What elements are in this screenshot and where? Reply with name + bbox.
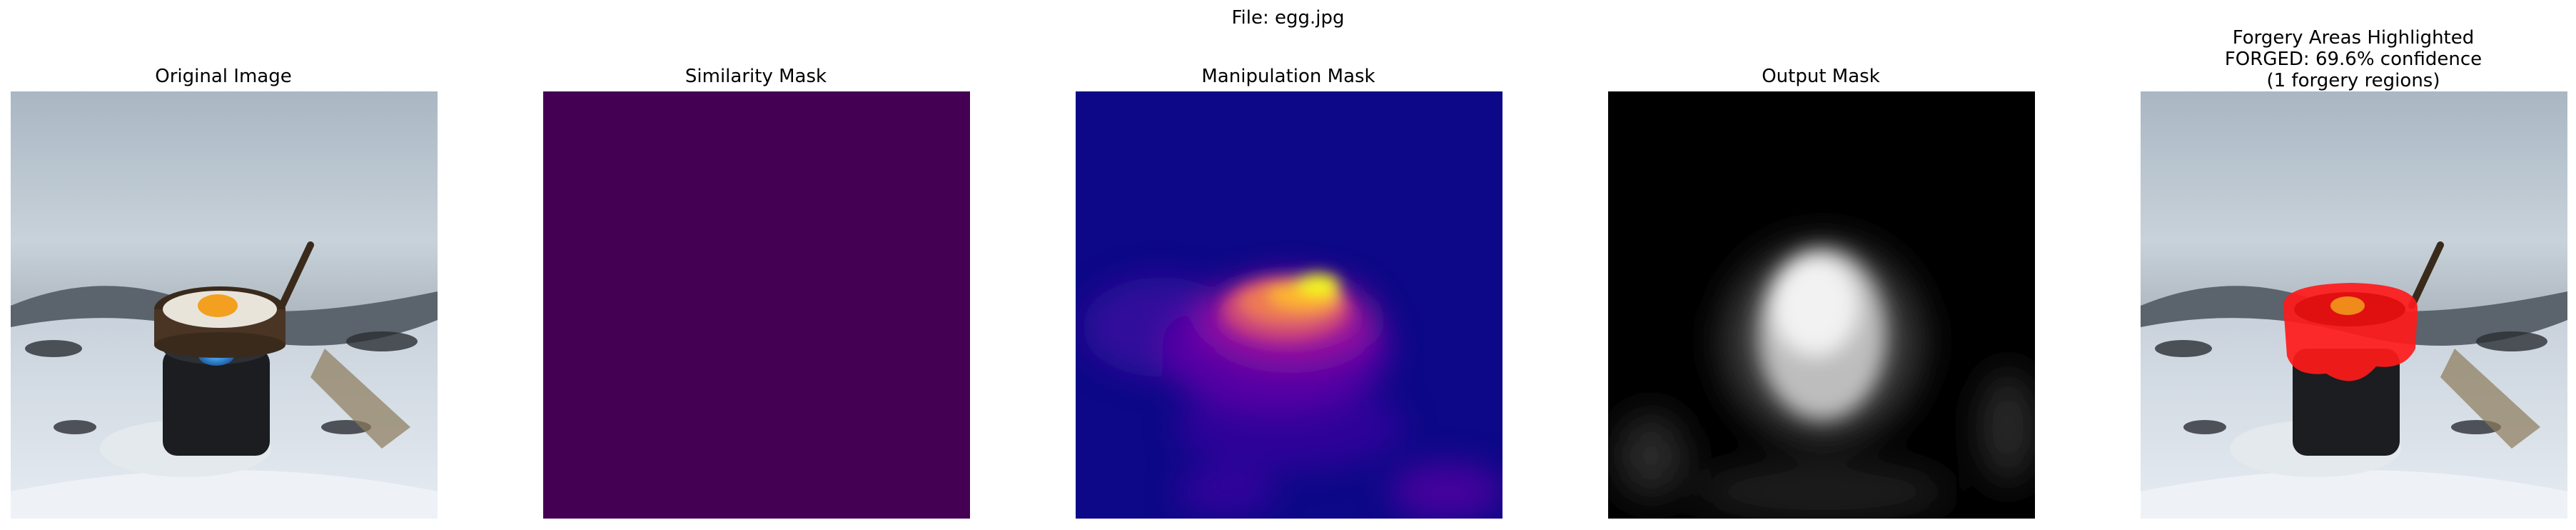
panel-title-similarity: Similarity Mask (685, 66, 827, 87)
forgery-confidence-line: FORGED: 69.6% confidence (2224, 49, 2482, 70)
manipulation-mask (1076, 91, 1502, 519)
output-mask (1608, 91, 2035, 519)
panel-title-output: Output Mask (1762, 66, 1880, 87)
forgery-regions-line: (1 forgery regions) (2266, 70, 2440, 91)
forgery-highlight-image (2141, 91, 2567, 519)
similarity-mask (543, 91, 970, 519)
forgery-title-line-1: Forgery Areas Highlighted (2232, 27, 2475, 49)
original-image (11, 91, 438, 519)
panel-title-forgery: Forgery Areas Highlighted FORGED: 69.6% … (2082, 27, 2576, 91)
figure-title: File: egg.jpg (1231, 7, 1345, 29)
panel-title-manipulation: Manipulation Mask (1201, 66, 1375, 87)
panel-title-original: Original Image (155, 66, 292, 87)
